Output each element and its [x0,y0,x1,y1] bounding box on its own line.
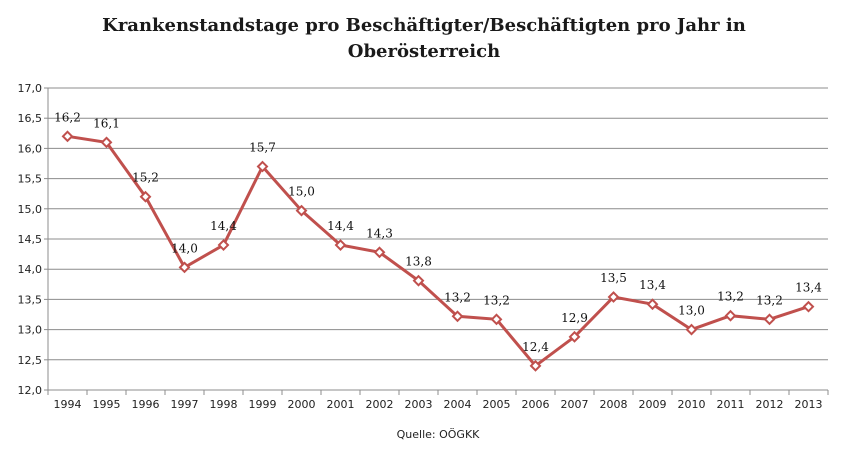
y-tick-label: 15,5 [18,173,43,186]
chart-title-line1: Krankenstandstage pro Beschäftigter/Besc… [102,15,746,36]
x-tick-label: 2008 [600,398,628,411]
x-tick-label: 1999 [249,398,277,411]
axes [44,87,829,395]
data-point-marker [100,136,113,149]
chart-title-line2: Oberösterreich [347,41,501,62]
data-point-marker [607,291,620,303]
y-tick-label: 14,5 [18,233,43,246]
x-tick-label: 2004 [444,398,472,411]
data-label: 15,2 [132,171,159,185]
data-label: 13,2 [756,293,783,307]
x-tick-label: 2013 [795,398,823,411]
x-tick-label: 2003 [405,398,433,411]
data-point-marker [802,300,815,313]
data-point-marker [178,261,191,274]
x-tick-label: 1995 [93,398,121,411]
data-markers [61,130,815,372]
data-label: 13,5 [600,271,627,285]
data-point-marker [295,204,308,217]
data-point-marker [724,309,737,322]
y-tick-label: 12,0 [18,384,43,397]
data-label: 13,0 [678,304,705,318]
x-tick-label: 2001 [327,398,355,411]
data-label: 13,4 [795,281,822,295]
data-point-marker [217,239,230,251]
data-label: 14,4 [327,219,354,233]
x-tick-label: 2010 [678,398,706,411]
data-point-marker [334,239,347,251]
data-point-marker [256,160,269,173]
data-point-marker [529,359,542,372]
x-tick-label: 2006 [522,398,550,411]
x-axis-label: Quelle: OÖGKK [397,428,481,441]
data-point-marker [61,130,74,143]
data-label: 16,2 [54,110,81,124]
data-label: 16,1 [93,116,120,130]
series-line [67,134,809,368]
data-label: 13,2 [717,290,744,304]
data-point-marker [763,313,776,326]
data-label: 14,3 [366,226,393,240]
x-tick-label: 1994 [54,398,82,411]
data-point-marker [646,298,659,311]
data-label: 14,0 [171,241,198,255]
data-point-marker [568,330,581,343]
x-tick-label: 1997 [171,398,199,411]
data-label: 15,7 [249,141,276,155]
x-tick-label: 2012 [756,398,784,411]
x-tick-label: 2009 [639,398,667,411]
y-tick-label: 15,0 [18,203,43,216]
data-label: 15,0 [288,185,315,199]
y-tick-label: 12,5 [18,354,43,367]
x-tick-label: 1998 [210,398,238,411]
y-tick-label: 16,0 [18,142,43,155]
x-tick-label: 2002 [366,398,394,411]
y-tick-labels: 12,0 12,5 13,0 13,5 14,0 14,5 15,0 15,5 16,0 16,5… [18,82,43,397]
gridlines [48,87,828,361]
x-tick-label: 2007 [561,398,589,411]
y-tick-label: 16,5 [18,112,43,125]
x-tick-label: 2011 [717,398,745,411]
data-labels: 16,2 16,1 15,2 14,0 14,4 15,7 15,0 14,4 14,3 13,8… [54,110,822,354]
data-point-marker [373,246,386,259]
y-tick-label: 14,0 [18,263,43,276]
x-tick-label: 1996 [132,398,160,411]
y-tick-label: 17,0 [18,82,43,95]
y-tick-label: 13,5 [18,293,43,306]
data-label: 14,4 [210,219,237,233]
data-point-marker [139,190,152,203]
data-point-marker [490,313,503,326]
data-point-marker [685,323,698,336]
data-label: 13,2 [444,290,471,304]
x-tick-label: 2005 [483,398,511,411]
data-point-marker [412,274,425,287]
x-tick-labels: 1994 1995 1996 1997 1998 1999 2000 2001 2002 2003… [54,398,823,411]
x-tick-label: 2000 [288,398,316,411]
data-label: 12,9 [561,311,588,325]
data-label: 13,8 [405,255,432,269]
data-label: 13,2 [483,293,510,307]
data-label: 13,4 [639,278,666,292]
y-tick-label: 13,0 [18,324,43,337]
data-label: 12,4 [522,340,549,354]
data-point-marker [451,310,464,323]
